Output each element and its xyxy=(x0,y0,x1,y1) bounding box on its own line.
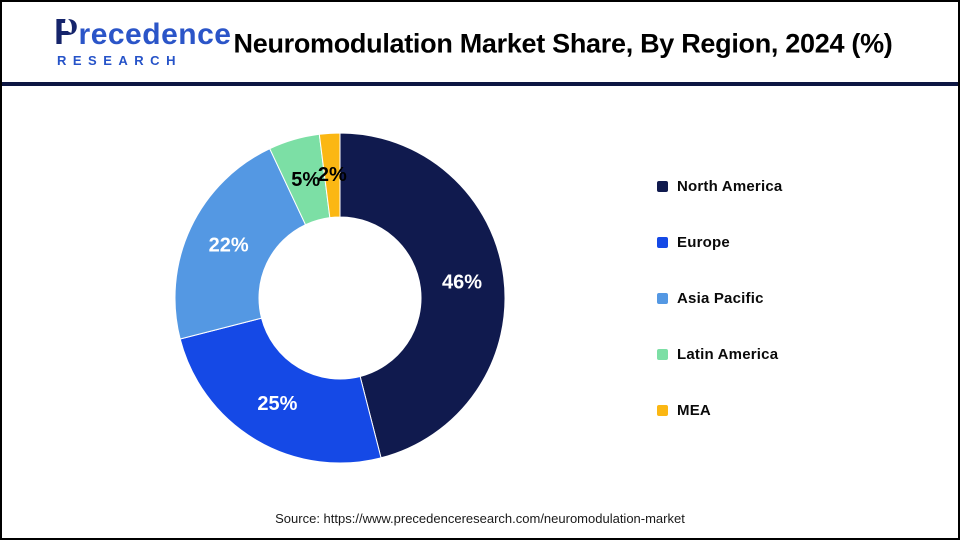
legend-item-north-america: North America xyxy=(657,177,782,195)
legend: North America Europe Asia Pacific Latin Ame… xyxy=(657,177,782,419)
legend-item-europe: Europe xyxy=(657,233,782,251)
pie-slice-asia-pacific xyxy=(174,148,307,340)
legend-swatch xyxy=(657,292,668,304)
header: Precedence RESEARCH Neuromodulation Mark… xyxy=(2,2,958,86)
legend-label: Europe xyxy=(677,233,730,251)
pie-value-label: 5% xyxy=(291,169,320,191)
legend-item-latin-america: Latin America xyxy=(657,345,782,363)
pie-slice-mea xyxy=(318,132,341,219)
legend-label: North America xyxy=(677,177,783,195)
legend-item-asia-pacific: Asia Pacific xyxy=(657,289,782,307)
pie-value-label: 22% xyxy=(209,235,249,257)
pie-slice-europe xyxy=(179,317,382,464)
legend-swatch xyxy=(657,404,668,416)
pie-value-label: 2% xyxy=(318,164,347,186)
legend-swatch xyxy=(657,236,668,248)
pie-slice-north-america xyxy=(339,132,506,459)
legend-item-mea: MEA xyxy=(657,401,782,419)
source-note: Source: https://www.precedenceresearch.c… xyxy=(275,511,685,526)
legend-label: Latin America xyxy=(677,345,779,363)
brand-subtitle: RESEARCH xyxy=(57,53,182,68)
page-title: Neuromodulation Market Share, By Region,… xyxy=(233,28,893,59)
legend-swatch xyxy=(657,180,668,192)
legend-swatch xyxy=(657,348,668,360)
legend-label: Asia Pacific xyxy=(677,289,764,307)
pie-value-label: 25% xyxy=(257,393,297,415)
legend-label: MEA xyxy=(677,401,711,419)
pie-value-label: 46% xyxy=(442,272,482,294)
brand-logo: Precedence RESEARCH xyxy=(54,14,231,68)
